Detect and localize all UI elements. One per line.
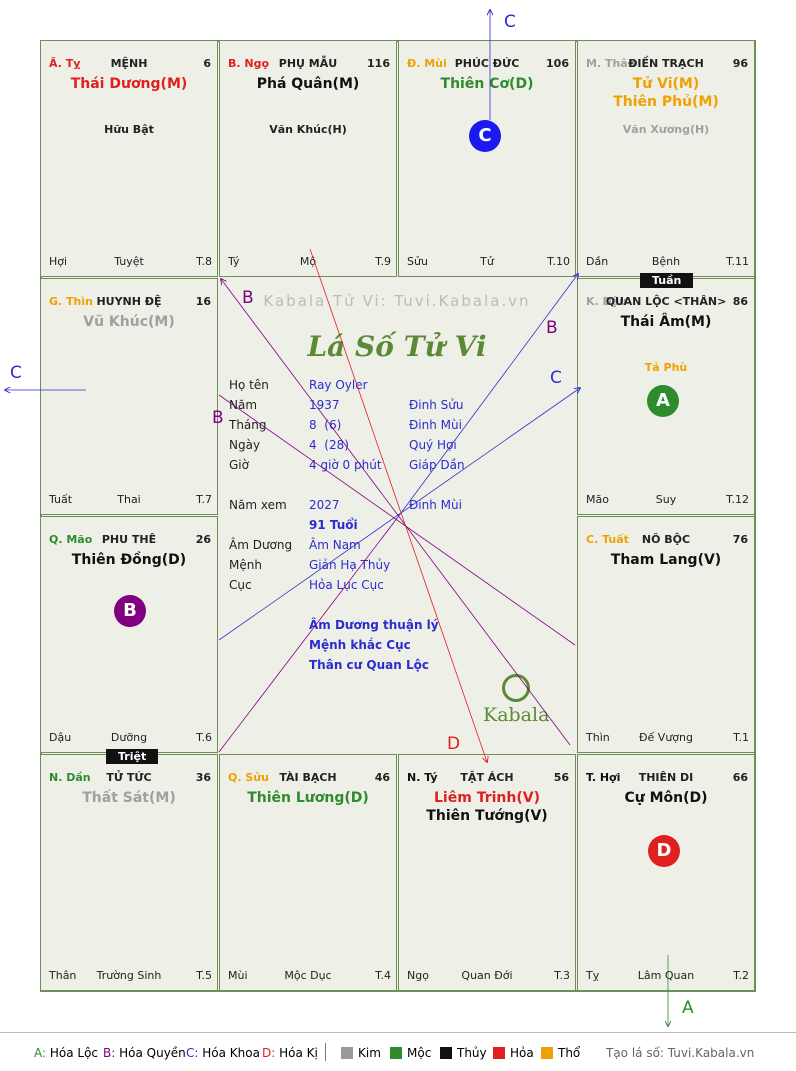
hoa-quyen-line-3 bbox=[219, 517, 398, 752]
arrow-label-a-bottom: A bbox=[682, 998, 694, 1018]
legend-hoa-khoa: C: Hóa Khoa bbox=[186, 1046, 260, 1060]
arrow-label-b-3: B bbox=[546, 318, 558, 338]
arrow-label-c-right: C bbox=[550, 368, 562, 388]
legend-tho: Thổ bbox=[541, 1046, 580, 1060]
legend-site-link[interactable]: Tạo lá số: Tuvi.Kabala.vn bbox=[606, 1046, 754, 1060]
transform-lines bbox=[0, 0, 796, 1032]
hoa-ki-line bbox=[310, 249, 487, 762]
legend-hoa-ki: D: Hóa Kị bbox=[262, 1046, 318, 1060]
arrow-label-c-left: C bbox=[10, 363, 22, 383]
legend-hoa: Hỏa bbox=[493, 1046, 534, 1060]
arrow-label-b-1: B bbox=[242, 288, 254, 308]
legend-bar: A: Hóa Lộc B: Hóa Quyền C: Hóa Khoa D: H… bbox=[0, 1032, 796, 1071]
arrow-label-d: D bbox=[447, 734, 460, 754]
legend-kim: Kim bbox=[341, 1046, 381, 1060]
legend-divider bbox=[325, 1043, 326, 1061]
legend-thuy: Thủy bbox=[440, 1046, 487, 1060]
hoa-quyen-line-1 bbox=[221, 279, 570, 745]
arrow-label-c-top: C bbox=[504, 12, 516, 32]
legend-moc: Mộc bbox=[390, 1046, 431, 1060]
hoa-quyen-line-2 bbox=[219, 395, 575, 645]
legend-hoa-loc: A: Hóa Lộc bbox=[34, 1046, 98, 1060]
hoa-khoa-line-2 bbox=[398, 274, 578, 517]
hoa-khoa-line-1 bbox=[219, 388, 580, 640]
arrow-label-b-2: B bbox=[212, 408, 224, 428]
legend-hoa-quyen: B: Hóa Quyền bbox=[103, 1046, 186, 1060]
